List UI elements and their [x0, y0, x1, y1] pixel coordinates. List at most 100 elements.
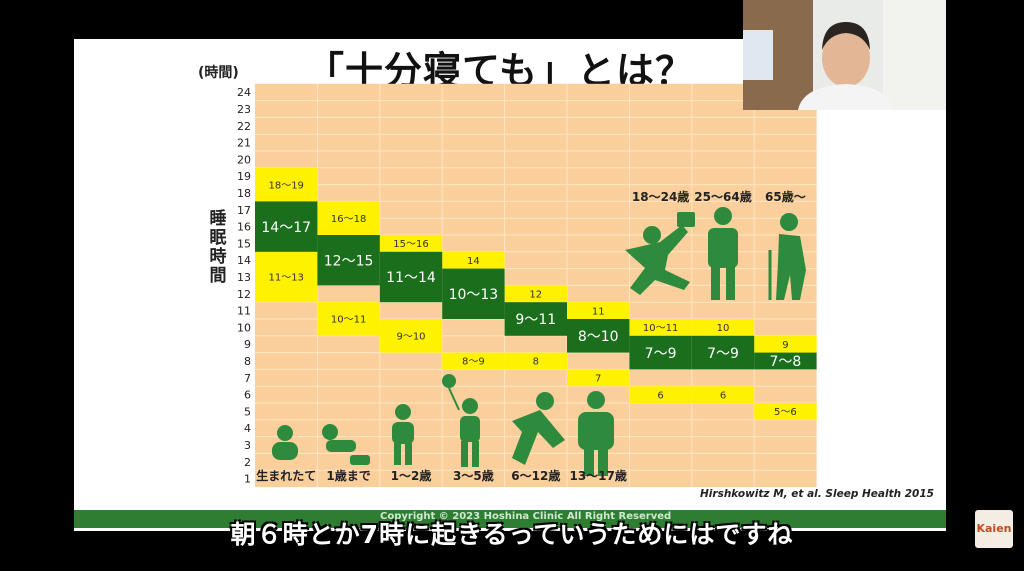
- acceptable-lower-bar: [754, 403, 817, 420]
- acceptable-upper-label: 9: [782, 340, 788, 351]
- recommended-label: 8～10: [578, 329, 619, 345]
- y-tick-label: 14: [237, 254, 251, 267]
- acceptable-upper-label: 12: [529, 290, 542, 301]
- recommended-label: 9～11: [515, 312, 556, 328]
- adult-man-icon: [708, 207, 738, 300]
- y-tick-label: 6: [244, 389, 251, 402]
- y-tick-label: 19: [237, 170, 251, 183]
- recommended-bar: [754, 352, 817, 370]
- acceptable-lower-label: 10～11: [331, 315, 366, 326]
- y-tick-label: 2: [244, 456, 251, 469]
- channel-logo: Kaien: [975, 510, 1013, 548]
- acceptable-lower-bar: [691, 386, 755, 403]
- acceptable-upper-label: 15～16: [393, 239, 428, 250]
- acceptable-upper-bar: [691, 319, 755, 336]
- age-header: 65歳～: [765, 189, 806, 204]
- y-axis-label: 睡眠時間: [209, 209, 227, 286]
- acceptable-lower-bar: [629, 386, 692, 403]
- y-tick-label: 21: [237, 137, 251, 150]
- acceptable-lower-label: 9～10: [396, 332, 425, 343]
- acceptable-upper-bar: [567, 302, 630, 319]
- acceptable-lower-label: 6: [720, 390, 726, 401]
- recommended-label: 7～9: [707, 346, 739, 362]
- y-tick-label: 5: [244, 405, 251, 418]
- y-tick-label: 22: [237, 120, 251, 133]
- y-tick-label: 12: [237, 288, 251, 301]
- y-tick-label: 3: [244, 439, 251, 452]
- y-tick-label: 24: [237, 86, 251, 99]
- acceptable-upper-bar: [629, 319, 692, 336]
- y-tick-label: 18: [237, 187, 251, 200]
- category-label: 3～5歳: [453, 468, 494, 483]
- acceptable-upper-label: 16～18: [331, 214, 366, 225]
- acceptable-lower-label: 8～9: [462, 357, 485, 368]
- crawling-baby-icon: [322, 424, 370, 465]
- y-tick-label: 4: [244, 422, 251, 435]
- recommended-label: 7～8: [769, 354, 801, 370]
- y-tick-label: 20: [237, 153, 251, 166]
- y-tick-label: 15: [237, 237, 251, 250]
- y-tick-label: 23: [237, 103, 251, 116]
- acceptable-upper-bar: [317, 201, 380, 235]
- footer-bar: [74, 510, 946, 528]
- y-tick-label: 1: [244, 473, 251, 486]
- citation: Hirshkowitz M, et al. Sleep Health 2015: [700, 488, 934, 500]
- category-label: 6～12歳: [511, 468, 560, 483]
- recommended-label: 11～14: [386, 270, 436, 286]
- y-tick-label: 8: [244, 355, 251, 368]
- baby-icon: [272, 425, 298, 460]
- acceptable-upper-bar: [442, 251, 505, 269]
- recommended-bar: [691, 335, 755, 370]
- acceptable-upper-bar: [255, 167, 318, 202]
- y-tick-label: 11: [237, 305, 251, 318]
- y-tick-label: 10: [237, 321, 251, 334]
- acceptable-lower-label: 7: [595, 374, 601, 385]
- running-child-icon: [512, 392, 565, 465]
- acceptable-lower-bar: [379, 319, 443, 353]
- acceptable-lower-label: 6: [657, 390, 663, 401]
- y-tick-label: 16: [237, 221, 251, 234]
- presenter-webcam: [743, 0, 946, 110]
- age-header: 18～24歳: [632, 189, 689, 204]
- acceptable-upper-label: 11: [592, 306, 605, 317]
- businessman-running-icon: [625, 212, 695, 295]
- recommended-bar: [317, 235, 380, 286]
- acceptable-upper-label: 14: [467, 256, 480, 267]
- acceptable-lower-bar: [504, 352, 567, 370]
- acceptable-lower-bar: [442, 352, 505, 370]
- recommended-label: 12～15: [324, 253, 374, 269]
- acceptable-lower-bar: [567, 369, 630, 387]
- y-tick-label: 17: [237, 204, 251, 217]
- acceptable-upper-label: 10: [717, 323, 730, 334]
- acceptable-upper-bar: [504, 285, 567, 303]
- recommended-label: 14～17: [261, 220, 311, 236]
- recommended-bar: [255, 201, 318, 252]
- acceptable-lower-label: 8: [533, 357, 539, 368]
- y-unit-label: (時間): [198, 65, 239, 81]
- recommended-bar: [379, 251, 443, 303]
- y-tick-label: 7: [244, 372, 251, 385]
- y-tick-label: 9: [244, 338, 251, 351]
- recommended-label: 7～9: [645, 346, 677, 362]
- toddler-icon: [392, 404, 414, 465]
- category-label: 1～2歳: [391, 468, 432, 483]
- recommended-label: 10～13: [449, 287, 499, 303]
- acceptable-upper-label: 18～19: [268, 180, 303, 191]
- age-header: 25～64歳: [694, 189, 751, 204]
- recommended-bar: [504, 302, 567, 336]
- category-label: 13～17歳: [569, 468, 626, 483]
- acceptable-lower-label: 5～6: [774, 407, 797, 418]
- child-balloon-icon: [442, 374, 480, 467]
- acceptable-lower-label: 11～13: [268, 273, 303, 284]
- elderly-cane-icon: [768, 213, 806, 300]
- video-caption: 朝６時とか7時に起きるっていうためにはですね: [230, 520, 794, 549]
- copyright-text: Copyright © 2023 Hoshina Clinic All Righ…: [380, 511, 672, 522]
- acceptable-upper-label: 10～11: [643, 323, 678, 334]
- y-tick-label: 13: [237, 271, 251, 284]
- category-label: 1歳まで: [326, 468, 370, 483]
- category-label: 生まれたて: [256, 468, 316, 483]
- recommended-bar: [629, 335, 692, 370]
- recommended-bar: [567, 319, 630, 353]
- acceptable-lower-bar: [317, 302, 380, 336]
